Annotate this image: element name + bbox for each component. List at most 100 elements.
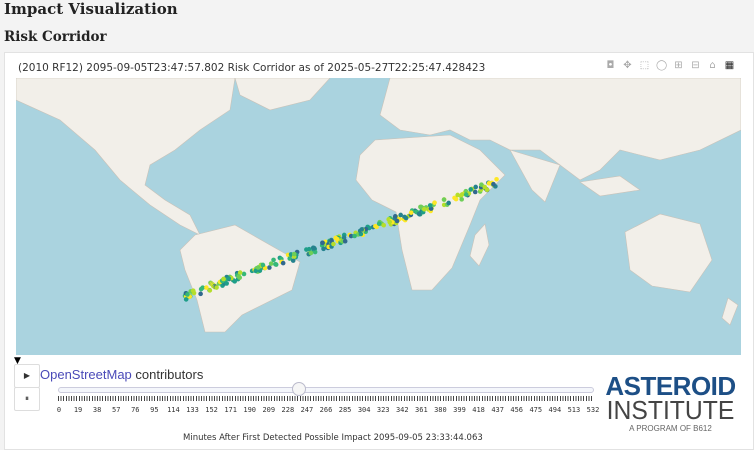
slider-tick-label: 513 (567, 406, 581, 414)
corridor-point (204, 285, 209, 290)
risk-corridor (182, 176, 499, 302)
corridor-point (398, 212, 403, 218)
slider-tick-label: 76 (131, 406, 140, 414)
box-select-icon[interactable]: ⬚ (639, 60, 650, 71)
corridor-point (421, 206, 427, 212)
slider-tick-label: 323 (376, 406, 390, 414)
slider-tick-label: 19 (73, 406, 83, 414)
corridor-point (253, 268, 259, 274)
slider-tick-label: 304 (357, 406, 371, 414)
corridor-point (311, 245, 317, 251)
corridor-point (308, 250, 314, 256)
corridor-point (473, 184, 478, 190)
corridor-point (291, 251, 297, 257)
corridor-point (255, 265, 261, 270)
corridor-point (432, 200, 437, 205)
corridor-point (486, 180, 492, 186)
corridor-point (214, 285, 219, 290)
slider-tick-label: 247 (300, 406, 314, 414)
slider-current-marker: ▼ (14, 356, 21, 366)
slider-tick-label: 114 (167, 406, 180, 414)
map[interactable] (16, 78, 741, 355)
slider-tick-label: 38 (92, 406, 102, 414)
slider-tick-label: 532 (586, 406, 600, 414)
slider-tick-label: 380 (434, 406, 447, 414)
zoom-in-icon[interactable]: ⊞ (674, 60, 683, 71)
corridor-point (341, 235, 347, 240)
asteroid-institute-logo: ASTEROID INSTITUTE A PROGRAM OF B612 (605, 371, 736, 433)
corridor-point (236, 274, 242, 279)
corridor-point (472, 189, 478, 195)
corridor-point (359, 227, 365, 232)
corridor-point (491, 181, 496, 187)
corridor-point (459, 197, 465, 202)
corridor-point (468, 187, 473, 192)
corridor-point (260, 262, 266, 268)
corridor-point (453, 196, 459, 202)
corridor-point (376, 221, 382, 227)
map-attribution: OpenStreetMap contributors (40, 367, 204, 382)
zoom-out-icon[interactable]: ⊟ (691, 60, 700, 71)
slider-tick-label: 0 (56, 406, 62, 414)
corridor-point (374, 224, 379, 230)
greenland (234, 78, 331, 111)
slider-tick-label: 266 (319, 406, 333, 414)
corridor-point (427, 203, 433, 208)
corridor-point (273, 261, 278, 267)
slider-label: Minutes After First Detected Possible Im… (183, 433, 483, 443)
slider-tick-label: 399 (453, 406, 466, 414)
corridor-point (221, 276, 226, 282)
corridor-point (226, 276, 232, 281)
slider-tick-label: 475 (529, 406, 543, 414)
slider-tick-label: 437 (491, 406, 504, 414)
camera-icon[interactable]: ◘ (606, 60, 615, 71)
pause-button[interactable]: ⏸ (14, 387, 40, 411)
corridor-point (408, 210, 414, 215)
section-title: Risk Corridor (4, 29, 107, 45)
corridor-point (494, 176, 499, 182)
corridor-point (271, 257, 276, 263)
slider-tick-label: 190 (243, 406, 257, 414)
corridor-point (267, 265, 272, 270)
lasso-icon[interactable]: ◯ (656, 60, 668, 71)
slider-tick-label: 228 (281, 406, 295, 414)
corridor-point (441, 197, 447, 202)
corridor-point (232, 279, 238, 284)
corridor-point (224, 281, 229, 286)
corridor-point (287, 256, 293, 261)
plotly-logo-icon[interactable]: ▦ (724, 60, 735, 71)
corridor-point (392, 214, 398, 219)
corridor-point (312, 249, 318, 255)
slider-tick-label: 285 (338, 406, 352, 414)
corridor-point (306, 246, 312, 252)
slider-tick-label: 418 (472, 406, 485, 414)
slider-ticks (58, 396, 592, 401)
corridor-point (241, 271, 247, 277)
play-button[interactable]: ▶ (14, 364, 40, 388)
slider-handle[interactable] (291, 382, 306, 396)
slider-tick-label: 133 (186, 406, 199, 414)
indonesia (579, 175, 641, 197)
slider-tick-label: 494 (548, 406, 562, 414)
page-title: Impact Visualization (4, 0, 178, 18)
corridor-point (268, 261, 274, 266)
osm-link[interactable]: OpenStreetMap (40, 367, 132, 382)
modebar: ◘ ✥ ⬚ ◯ ⊞ ⊟ ⌂ ▦ (605, 60, 735, 71)
corridor-point (321, 246, 326, 252)
corridor-point (320, 240, 325, 246)
corridor-point (455, 192, 460, 198)
corridor-point (394, 218, 400, 224)
eurasia (379, 78, 741, 181)
corridor-point (482, 184, 487, 190)
madagascar (469, 223, 490, 267)
pan-icon[interactable]: ✥ (623, 60, 632, 71)
slider-tick-label: 57 (111, 406, 121, 414)
corridor-point (352, 233, 357, 239)
corridor-point (198, 291, 203, 297)
slider-track[interactable] (58, 387, 594, 393)
corridor-point (479, 182, 484, 187)
australia (624, 213, 713, 293)
corridor-point (459, 192, 465, 197)
corridor-point (190, 288, 196, 294)
home-icon[interactable]: ⌂ (709, 60, 716, 71)
